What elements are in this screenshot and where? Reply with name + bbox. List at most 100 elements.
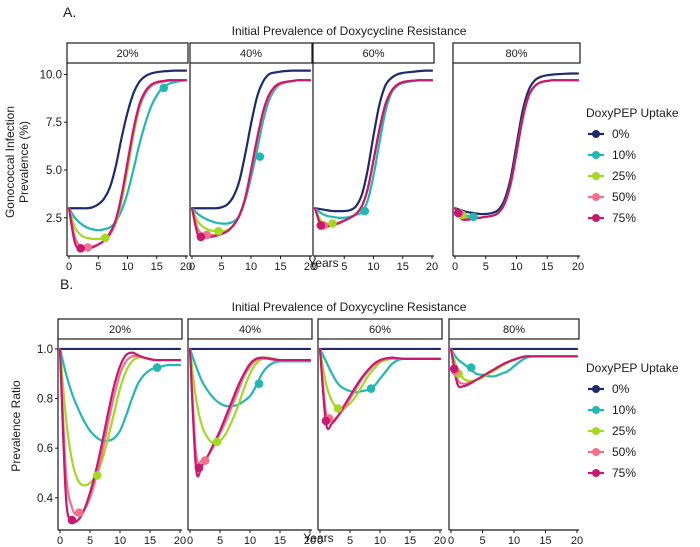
point-marker-10pct	[152, 363, 162, 372]
x-tick-label: 20	[434, 535, 446, 547]
series-line-0pct	[67, 69, 188, 210]
x-tick-label: 0	[189, 261, 195, 273]
series-line-75pct	[453, 79, 580, 222]
point-marker-75pct	[194, 463, 204, 473]
facet-label: 60%	[369, 324, 391, 336]
chart-title: Initial Prevalence of Doxycycline Resist…	[232, 24, 467, 38]
series-line-10pct	[188, 347, 312, 408]
point-marker-75pct	[321, 416, 331, 426]
y-tick-label: 0.6	[37, 443, 53, 455]
point-marker-75pct	[76, 244, 85, 253]
series-line-75pct	[318, 347, 442, 431]
x-tick-label: 5	[218, 261, 224, 273]
x-tick-label: 5	[95, 261, 101, 273]
point-marker-75pct	[453, 208, 463, 218]
facet-label: 60%	[362, 48, 384, 60]
facet-20pct: 20% 0 5 10 15 20	[66, 42, 192, 273]
x-axis-label: Years	[308, 256, 338, 270]
series-line-75pct	[190, 79, 312, 239]
legend-swatch-dot	[592, 427, 600, 435]
point-marker-75pct	[196, 232, 206, 242]
chart-a: A. Initial Prevalence of Doxycycline Resi…	[3, 4, 679, 273]
legend: DoxyPEP Uptake 0% 10% 25% 50% 75%	[586, 361, 679, 480]
legend-entry-label: 75%	[612, 466, 636, 480]
series-line-10pct	[190, 79, 312, 225]
y-axis-label-line: Prevalence Ratio	[9, 380, 23, 472]
series-line-0pct	[190, 69, 312, 210]
legend-swatch-dot	[592, 193, 600, 201]
series-line-50pct	[313, 79, 434, 228]
legend-entry-label: 75%	[612, 211, 636, 225]
legend-entry-10pct: 10%	[588, 148, 636, 162]
legend-title: DoxyPEP Uptake	[586, 106, 679, 120]
x-tick-label: 5	[479, 535, 485, 547]
point-marker-25pct	[333, 404, 343, 413]
facet-20pct: 20% 0 5 10 15 20	[57, 318, 186, 547]
facet-strip	[452, 42, 581, 64]
point-marker-75pct	[67, 515, 77, 525]
x-tick-label: 15	[274, 535, 286, 547]
facet-strip	[448, 318, 580, 340]
point-marker-75pct	[449, 364, 459, 374]
series-line-10pct	[318, 347, 442, 394]
x-tick-label: 0	[57, 535, 63, 547]
point-marker-50pct	[83, 243, 93, 252]
point-marker-10pct	[366, 384, 376, 393]
legend-swatch-dot	[592, 448, 600, 456]
legend-swatch-dot	[592, 469, 600, 477]
x-tick-label: 20	[174, 535, 186, 547]
legend-title: DoxyPEP Uptake	[586, 361, 679, 375]
y-tick-label: 1.0	[37, 344, 53, 356]
legend-entry-label: 10%	[612, 403, 636, 417]
facet-strip	[57, 318, 183, 340]
y-axis-label-line: Gonococcal Infection	[3, 106, 17, 218]
x-tick-label: 0	[448, 535, 454, 547]
x-tick-label: 0	[452, 261, 458, 273]
legend-entry-label: 10%	[612, 148, 636, 162]
legend-entry-label: 50%	[612, 190, 636, 204]
facet-strip	[317, 318, 443, 340]
series-line-75pct	[58, 347, 182, 524]
series-line-10pct	[313, 79, 434, 219]
legend-swatch-dot	[592, 406, 600, 414]
x-tick-label: 10	[374, 535, 386, 547]
y-tick-label: 0.4	[37, 493, 54, 505]
x-tick-label: 20	[572, 261, 584, 273]
point-marker-25pct	[92, 471, 102, 480]
facet-40pct: 40% 0 5 10 15 20	[187, 318, 316, 547]
legend-entry-label: 25%	[612, 169, 636, 183]
facet-60pct: 60% 0 5 10 15 20	[312, 42, 438, 273]
series-line-50pct	[190, 79, 312, 237]
point-marker-10pct	[469, 212, 478, 222]
series-line-0pct	[313, 69, 434, 213]
point-marker-50pct	[74, 508, 84, 517]
legend-entry-50pct: 50%	[588, 190, 636, 204]
legend-entry-label: 0%	[612, 382, 630, 396]
facet-label: 80%	[503, 324, 525, 336]
legend-entry-75pct: 75%	[588, 211, 636, 225]
legend-swatch-dot	[592, 172, 600, 180]
facet-label: 20%	[116, 48, 138, 60]
panel-label: B.	[60, 276, 73, 292]
x-tick-label: 15	[539, 535, 551, 547]
x-tick-label: 20	[180, 261, 192, 273]
x-tick-label: 20	[571, 535, 583, 547]
x-tick-label: 20	[304, 535, 316, 547]
legend-entry-0pct: 0%	[588, 127, 630, 141]
legend-swatch-dot	[592, 151, 600, 159]
x-tick-label: 5	[87, 535, 93, 547]
series-line-75pct	[449, 347, 579, 389]
legend-entry-0pct: 0%	[588, 382, 630, 396]
x-tick-label: 15	[397, 261, 409, 273]
x-tick-label: 20	[426, 261, 438, 273]
panel-label: A.	[63, 4, 76, 20]
x-tick-label: 0	[317, 535, 323, 547]
x-tick-label: 0	[187, 535, 193, 547]
x-tick-label: 10	[510, 261, 522, 273]
y-tick-label: 5.0	[46, 165, 62, 177]
y-axis-label: Prevalence Ratio	[9, 380, 23, 472]
series-line-50pct	[188, 347, 312, 465]
legend: DoxyPEP Uptake 0% 10% 25% 50% 75%	[586, 106, 679, 225]
x-tick-label: 5	[217, 535, 223, 547]
legend-entry-10pct: 10%	[588, 403, 636, 417]
